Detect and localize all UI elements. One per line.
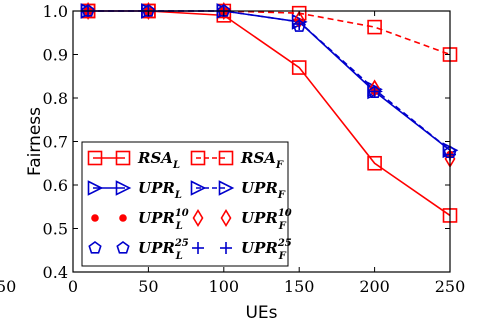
legend-entry: UPR10 L — [91, 208, 189, 232]
legend-label-sub: F — [277, 190, 286, 201]
legend-marker — [87, 180, 104, 196]
legend-label-name: RSA — [137, 149, 173, 167]
legend-entry: RSAL — [87, 149, 180, 171]
legend-label-sub: F — [275, 160, 284, 171]
legend-entry: UPR25 F — [192, 238, 292, 262]
legend-label-sup: 10 — [175, 208, 189, 219]
x-tick-label: 50 — [138, 277, 158, 296]
legend-marker — [218, 180, 235, 196]
series-3 — [80, 3, 459, 158]
legend-label-name: UPR — [138, 239, 175, 257]
data-point — [368, 85, 381, 98]
legend-label-sup: 25 — [277, 238, 292, 249]
y-tick-label: 0.9 — [43, 46, 68, 65]
legend-label-name: UPR — [241, 239, 278, 257]
legend-label-name: RSA — [240, 149, 276, 167]
legend-entry: UPR10 F — [192, 208, 292, 232]
legend-label-name: UPR — [138, 209, 175, 227]
x-tick-label: 0 — [68, 277, 78, 296]
series-line — [88, 10, 451, 151]
legend-label-sub: L — [172, 160, 180, 171]
legend-label-sub: F — [278, 221, 287, 232]
y-tick-label: 1.0 — [43, 2, 68, 21]
legend-marker — [218, 150, 234, 166]
y-tick-label: 0.6 — [43, 176, 68, 195]
data-point — [293, 18, 306, 31]
legend-label: UPR10 F — [241, 208, 292, 232]
x-tick-label: 200 — [359, 277, 390, 296]
axes: 0 50 100 150 200 250 50 0.4 0.5 0.6 0.7 0.8 0.9 1.0 — [0, 2, 465, 296]
x-tick-label: 100 — [209, 277, 240, 296]
y-tick-label: 0.5 — [43, 220, 68, 239]
y-tick-label: 0.7 — [43, 133, 68, 152]
legend-label-sup: 10 — [278, 208, 292, 219]
legend-label-name: UPR — [138, 179, 175, 197]
x-tick-label: 150 — [284, 277, 315, 296]
y-tick-label: 0.8 — [43, 89, 68, 108]
data-point — [142, 1, 154, 21]
legend-entry: UPR25 L — [88, 238, 189, 262]
legend-marker — [190, 150, 206, 166]
legend-label: UPR10 L — [138, 208, 189, 232]
legend-marker — [87, 150, 103, 166]
legend-marker — [119, 214, 127, 222]
legend-label-name: UPR — [241, 209, 278, 227]
legend-entry: UPRL — [87, 179, 182, 201]
legend-marker — [220, 208, 232, 228]
legend-label-sub: L — [175, 221, 183, 232]
y-axis-label: Fairness — [25, 107, 45, 176]
legend-marker — [192, 242, 204, 254]
legend-label-sub: L — [175, 251, 183, 262]
x-tick-label: 250 — [435, 277, 466, 296]
data-point — [291, 60, 307, 75]
legend-label: UPR25 F — [241, 238, 292, 262]
data-point — [218, 1, 230, 21]
legend-entry: RSAF — [190, 149, 284, 171]
legend-label-sub: F — [278, 251, 287, 262]
legend-entry: UPRF — [190, 179, 286, 201]
legend-label: UPR25 L — [138, 238, 189, 262]
data-point — [82, 1, 94, 21]
series-line — [88, 10, 451, 151]
legend-marker — [91, 214, 99, 222]
series-4 — [84, 7, 454, 159]
legend-label: RSAL — [137, 149, 180, 171]
legend-marker — [88, 241, 102, 254]
legend-label-sub: L — [174, 190, 182, 201]
legend-marker — [220, 242, 232, 254]
legend-label-sup: 25 — [174, 238, 189, 249]
data-point — [367, 155, 382, 171]
x-axis-label: UEs — [245, 303, 277, 323]
legend-marker — [115, 180, 132, 196]
data-point — [367, 19, 382, 35]
series-2 — [80, 3, 459, 158]
legend-marker — [190, 180, 207, 196]
series-6 — [81, 4, 457, 159]
legend-label-name: UPR — [241, 179, 278, 197]
legend-label: UPRL — [138, 179, 182, 201]
y-tick-label: 0.4 — [43, 263, 68, 282]
series-7 — [82, 5, 456, 161]
legend-marker — [115, 150, 131, 166]
x-tick-label-clipped: 50 — [0, 277, 16, 296]
legend-marker — [116, 241, 130, 254]
legend-label: RSAF — [240, 149, 284, 171]
legend-marker — [192, 208, 204, 228]
series-1 — [80, 3, 458, 62]
legend-label: UPRF — [241, 179, 286, 201]
